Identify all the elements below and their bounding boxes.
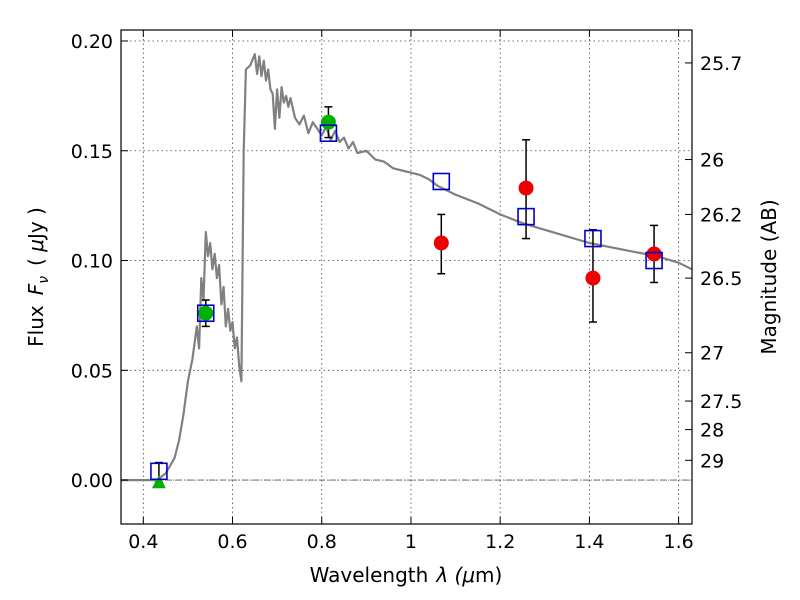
green-data-point [198, 305, 214, 321]
model-spectrum [121, 53, 693, 482]
green-upper-limit-marker [151, 475, 166, 489]
y-tick-label: 0.15 [71, 141, 113, 163]
x-tick-label: 1.6 [664, 531, 694, 553]
y-tick-label: 0.00 [71, 470, 113, 492]
right-tick-label: 25.7 [700, 53, 742, 75]
y-axis-label: FluxFν( μJy ) [24, 207, 52, 347]
tick-labels: 0.4 0.6 0.8 1 1.2 1.4 1.6 0.00 0.05 0.10 0.15 0.20 2… [71, 31, 743, 553]
y-tick-label: 0.10 [71, 251, 113, 273]
y-tick-label: 0.20 [71, 31, 113, 53]
red-data-point [518, 180, 534, 196]
plot-area [121, 30, 692, 524]
right-tick-label: 26 [700, 150, 724, 172]
right-tick-label: 26.2 [700, 204, 742, 226]
model-photometry-square [645, 251, 663, 270]
green-data-point [320, 114, 336, 130]
markers [150, 114, 663, 489]
right-tick-label: 27 [700, 343, 724, 365]
red-data-point [585, 270, 601, 286]
right-tick-label: 29 [700, 450, 724, 472]
x-axis-label: Wavelength λ (μm) [310, 563, 503, 587]
x-tick-label: 0.8 [307, 531, 337, 553]
x-tick-label: 0.6 [217, 531, 247, 553]
right-axis-label: Magnitude (AB) [757, 199, 781, 354]
model-photometry-square [150, 462, 168, 481]
x-tick-label: 1 [405, 531, 417, 553]
x-tick-label: 1.4 [574, 531, 604, 553]
right-tick-label: 28 [700, 420, 724, 442]
y-tick-label: 0.05 [71, 360, 113, 382]
model-spectrum-line [121, 53, 693, 482]
model-photometry-square [196, 304, 215, 323]
red-data-point [646, 246, 662, 262]
x-tick-label: 0.4 [128, 531, 158, 553]
model-photometry-square [432, 172, 451, 191]
plot-frame [120, 29, 693, 525]
model-photometry-square [319, 124, 338, 142]
right-tick-label: 27.5 [700, 391, 742, 413]
model-photometry-square [584, 229, 602, 248]
axis-ticks [121, 30, 692, 524]
red-data-point [433, 235, 449, 251]
x-tick-label: 1.2 [485, 531, 515, 553]
right-tick-label: 26.5 [700, 268, 742, 290]
model-photometry-square [517, 207, 535, 226]
